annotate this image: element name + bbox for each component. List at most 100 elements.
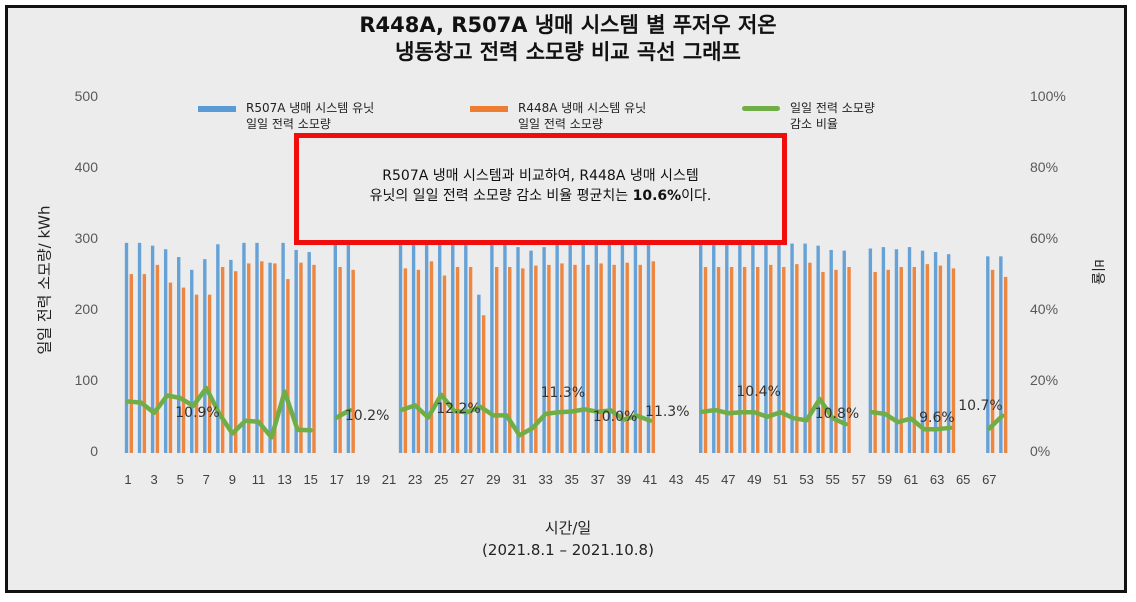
- bar: [633, 242, 638, 453]
- bar: [255, 242, 259, 453]
- bar: [398, 242, 403, 453]
- x-tick: 33: [538, 472, 553, 487]
- data-label: 10.4%: [736, 384, 781, 401]
- x-tick: 43: [668, 472, 684, 487]
- bar: [1003, 276, 1008, 453]
- bar: [790, 243, 794, 453]
- x-tick: 45: [694, 472, 710, 487]
- bar: [986, 256, 990, 453]
- bar: [764, 243, 768, 453]
- y-tick-right: 40%: [1030, 301, 1059, 317]
- bar: [777, 242, 781, 453]
- bar: [203, 259, 207, 453]
- bar: [416, 269, 421, 453]
- bar: [455, 266, 460, 453]
- bar: [220, 266, 225, 453]
- bar: [542, 247, 546, 453]
- bar: [129, 274, 133, 453]
- x-tick: 17: [329, 472, 345, 487]
- bar: [816, 245, 820, 453]
- bar: [638, 264, 642, 453]
- data-label: 10.9%: [175, 405, 220, 422]
- bar: [599, 263, 603, 453]
- chart-title: R448A, R507A 냉매 시스템 별 푸저우 저온 냉동창고 전력 소모량…: [0, 12, 1136, 66]
- reduction-ratio-line: [399, 392, 653, 438]
- bar: [938, 265, 943, 453]
- bar: [894, 249, 899, 453]
- annotation-text: 유닛의 일일 전력 소모량 감소 비율 평균치는: [369, 188, 633, 204]
- bar: [646, 242, 651, 453]
- bar: [516, 247, 520, 453]
- bar: [712, 241, 716, 453]
- x-tick: 3: [150, 472, 158, 487]
- bar: [925, 264, 930, 453]
- x-tick: 35: [564, 472, 579, 487]
- x-axis-title: 시간/일 (2021.8.1 – 2021.10.8): [0, 517, 1136, 561]
- bar: [142, 274, 147, 453]
- bar: [782, 266, 786, 453]
- reduction-ratio-line: [869, 409, 953, 432]
- x-tick: 65: [955, 472, 971, 487]
- x-tick: 21: [381, 472, 397, 487]
- annotation-line-1: R507A 냉매 시스템과 비교하여, R448A 냉매 시스템: [382, 168, 699, 184]
- bar: [881, 247, 886, 453]
- bar: [429, 261, 434, 453]
- x-tick: 59: [877, 472, 893, 487]
- bar: [547, 264, 551, 453]
- bar: [999, 256, 1003, 453]
- bar: [508, 266, 512, 453]
- bar: [424, 240, 429, 453]
- bar: [560, 263, 564, 453]
- bar: [795, 264, 799, 453]
- data-label: 10.2%: [344, 407, 390, 424]
- annotation-average-value: 10.6%: [632, 188, 682, 204]
- reduction-ratio-line: [987, 413, 1005, 431]
- legend-swatch-orange: [470, 106, 508, 112]
- bar: [873, 271, 877, 453]
- bar: [886, 269, 890, 453]
- bar: [286, 279, 290, 453]
- bar: [333, 244, 337, 453]
- x-tick: 29: [486, 472, 501, 487]
- x-tick: 19: [355, 472, 371, 487]
- bar: [946, 254, 951, 453]
- bar: [124, 242, 129, 453]
- bar: [769, 264, 773, 453]
- bar: [529, 250, 533, 453]
- x-tick: 61: [903, 472, 919, 487]
- bar: [216, 244, 220, 453]
- bar: [521, 268, 525, 453]
- bar: [168, 282, 173, 453]
- x-tick: 49: [747, 472, 762, 487]
- data-label: 12.2%: [436, 400, 481, 417]
- bar: [612, 264, 616, 453]
- bar: [451, 242, 455, 453]
- bar: [847, 266, 851, 453]
- bar: [912, 266, 916, 453]
- y-tick-right: 60%: [1030, 230, 1059, 246]
- reduction-ratio-line: [699, 396, 849, 427]
- bar: [594, 238, 598, 453]
- bar: [234, 271, 238, 453]
- bar: [338, 266, 342, 453]
- x-axis-title-sub: (2021.8.1 – 2021.10.8): [482, 541, 654, 559]
- bar: [651, 261, 655, 453]
- x-tick: 39: [616, 472, 632, 487]
- y-tick-right: 0%: [1030, 443, 1051, 459]
- bar: [555, 237, 559, 453]
- x-tick: 5: [176, 472, 184, 487]
- x-tick: 27: [460, 472, 475, 487]
- annotation-line-2: 유닛의 일일 전력 소모량 감소 비율 평균치는 10.6%이다.: [299, 186, 782, 206]
- y-tick-left: 500: [74, 88, 98, 104]
- bar: [411, 241, 416, 453]
- bar: [834, 269, 838, 453]
- bar: [242, 242, 246, 453]
- x-tick: 31: [512, 472, 527, 487]
- x-tick: 53: [799, 472, 814, 487]
- bar: [490, 244, 494, 453]
- bar: [247, 263, 251, 453]
- bar: [703, 266, 708, 453]
- x-tick: 57: [851, 472, 867, 487]
- data-label: 10.8%: [814, 405, 860, 422]
